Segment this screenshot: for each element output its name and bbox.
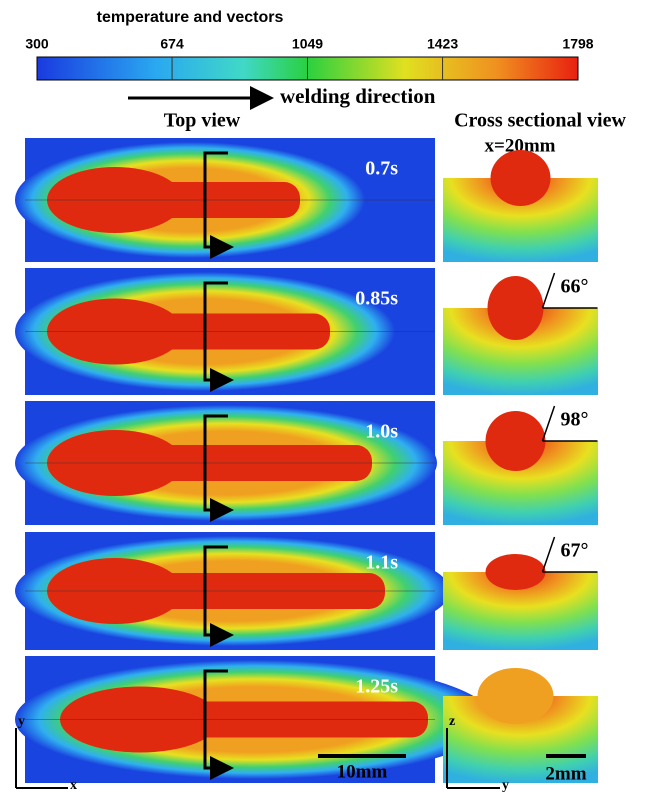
weld-bead: [486, 411, 546, 471]
figure: temperature and vectors 300 674 1049 1423 17…: [0, 0, 657, 792]
time-label: 0.85s: [355, 288, 398, 310]
axis-label: z: [449, 714, 455, 729]
colorbar-tick-label: 674: [160, 36, 184, 52]
colorbar-tick-label: 1798: [562, 36, 593, 52]
time-label: 0.7s: [365, 158, 398, 180]
cross-section-title: Cross sectional view: [454, 110, 626, 132]
cross-scale: 2mm: [545, 763, 586, 784]
weld-bead: [491, 150, 551, 206]
colorbar-tick-label: 1423: [427, 36, 458, 52]
weld-bead: [486, 554, 546, 590]
axis-label: x: [70, 778, 77, 792]
axis-label: y: [18, 714, 25, 729]
direction-label: welding direction: [280, 84, 436, 108]
contact-angle: 98°: [561, 409, 589, 431]
contact-angle: 66°: [561, 276, 589, 298]
page: {"colorbar": {"title": "temperature and …: [0, 0, 657, 792]
colorbar-title: temperature and vectors: [97, 9, 284, 26]
colorbar-tick-label: 300: [25, 36, 49, 52]
time-label: 1.25s: [355, 676, 398, 698]
contact-angle: 67°: [561, 540, 589, 562]
weld-bead: [478, 668, 554, 724]
colorbar-tick-label: 1049: [292, 36, 323, 52]
top-scale: 10mm: [337, 761, 388, 782]
time-label: 1.0s: [365, 421, 398, 443]
top-view-title: Top view: [164, 110, 241, 132]
time-label: 1.1s: [365, 552, 398, 574]
axis-label: y: [502, 778, 509, 792]
weld-bead: [488, 276, 544, 340]
